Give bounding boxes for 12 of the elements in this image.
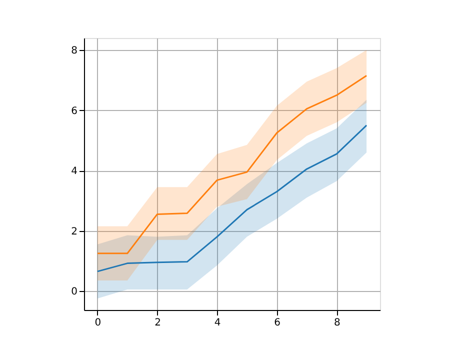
- x-tick-label: 0: [94, 318, 102, 328]
- line-series: [96, 74, 368, 254]
- y-tick-label: 6: [71, 106, 78, 117]
- x-tick-label: 2: [154, 318, 161, 328]
- line-series: [96, 124, 368, 272]
- x-tick-label: 8: [334, 318, 340, 328]
- y-tick-label: 4: [71, 166, 78, 178]
- y-tick-label: 0: [71, 286, 78, 298]
- y-tick-label: 8: [71, 46, 78, 57]
- x-tick-label: 4: [214, 318, 221, 328]
- y-tick-label: 2: [71, 226, 78, 238]
- x-tick-label: 6: [274, 318, 281, 328]
